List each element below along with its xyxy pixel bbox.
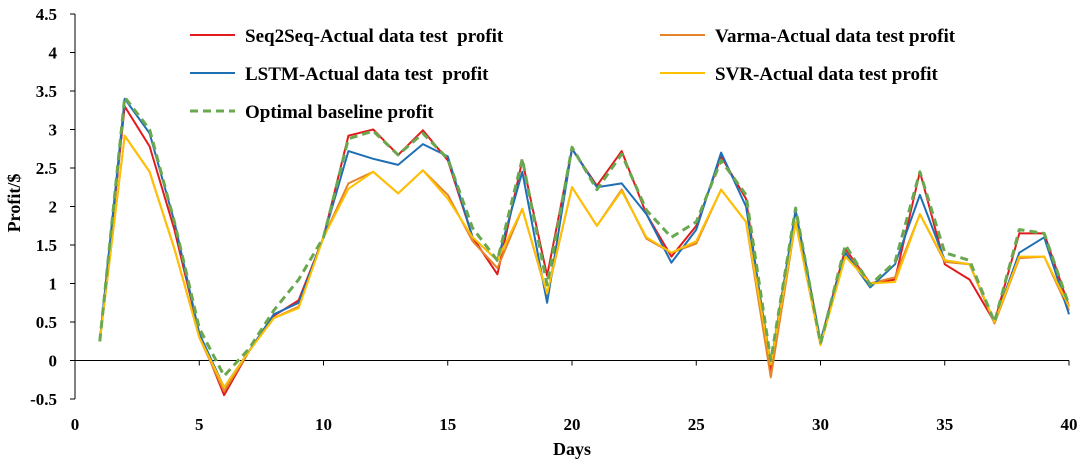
legend-label-3: LSTM-Actual data test profit	[245, 64, 489, 85]
x-tick-label: 5	[195, 415, 204, 434]
x-tick-label: 10	[315, 415, 332, 434]
y-tick-label: 1.5	[36, 236, 57, 255]
legend-label-4: SVR-Actual data test profit	[715, 64, 939, 85]
legend: Seq2Seq-Actual data test profit Varma-Act…	[190, 26, 956, 123]
x-tick-label: 20	[564, 415, 581, 434]
y-tick-label: 2.5	[36, 159, 57, 178]
series-line-5	[98, 95, 1071, 378]
y-tick-label: 0.5	[36, 313, 57, 332]
axes: -0.5 0 0.5 1 1.5 2 2.5 3 3.5 4 4.5 0 5 10 15 20 25 30 35 40	[30, 5, 1077, 434]
legend-label-2: Varma-Actual data test profit	[715, 26, 956, 47]
x-tick-label: 35	[936, 415, 953, 434]
x-tick-label: 0	[71, 415, 80, 434]
y-axis-label: Profit/$	[4, 174, 24, 233]
y-tick-label: 3.5	[36, 82, 57, 101]
y-tick-label: 3	[49, 121, 58, 140]
x-tick-label: 40	[1061, 415, 1078, 434]
y-tick-label: 4.5	[36, 5, 57, 24]
y-tick-label: 2	[49, 198, 58, 217]
series-line-3	[98, 97, 1070, 389]
x-tick-label: 25	[688, 415, 705, 434]
x-axis-label: Days	[553, 439, 591, 459]
series-line-4	[98, 134, 1070, 389]
y-tick-label: -0.5	[30, 390, 57, 409]
legend-label-5: Optimal baseline profit	[245, 102, 434, 123]
y-tick-label: 1	[49, 275, 58, 294]
x-tick-label: 30	[812, 415, 829, 434]
x-tick-label: 15	[439, 415, 456, 434]
series-layer	[98, 95, 1071, 397]
legend-label-1: Seq2Seq-Actual data test profit	[245, 26, 504, 47]
y-tick-label: 0	[49, 352, 58, 371]
y-tick-label: 4	[49, 44, 58, 63]
